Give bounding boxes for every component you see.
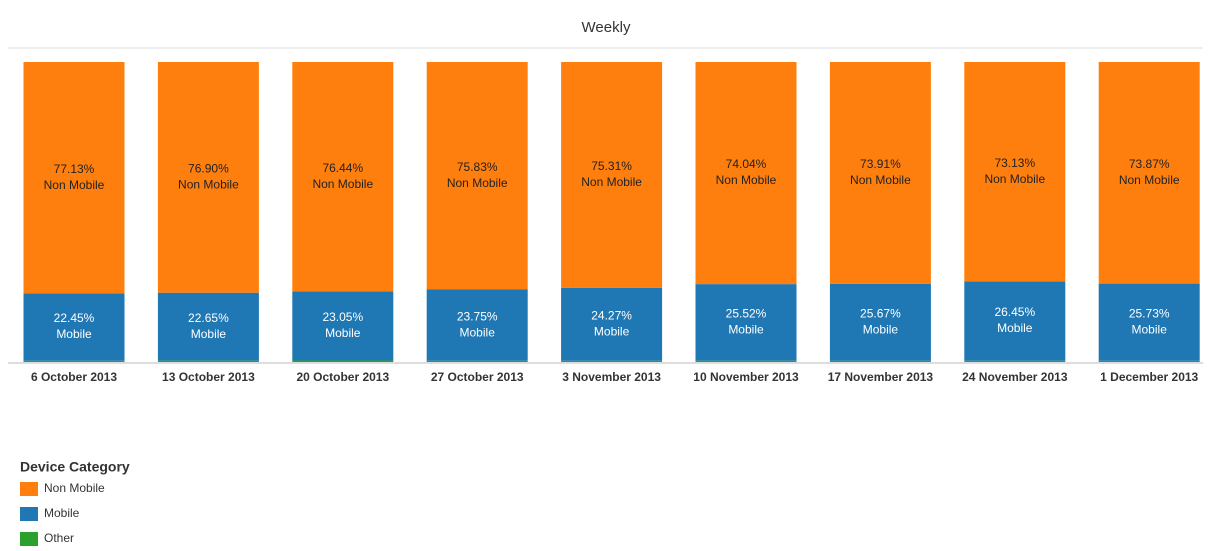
bar-segment: [23, 360, 125, 362]
bar-segment: [157, 62, 259, 293]
x-tick-label: 13 October 2013: [162, 370, 255, 384]
value-label: 77.13%: [54, 162, 95, 176]
segment-name: Non Mobile: [178, 178, 239, 192]
segment-name: Non Mobile: [447, 176, 508, 190]
value-label: 73.91%: [860, 157, 901, 171]
bar-segment: [964, 360, 1066, 362]
bar-segment: [1098, 360, 1200, 362]
bar-segment: [426, 289, 528, 361]
bar-segment: [561, 62, 663, 288]
segment-name: Mobile: [1132, 322, 1168, 336]
legend-title: Device Category: [20, 459, 130, 475]
legend-swatch: [20, 482, 38, 496]
bar-segment: [829, 62, 931, 284]
x-tick-label: 6 October 2013: [31, 370, 117, 384]
value-label: 23.05%: [322, 310, 363, 324]
bar-segment: [157, 292, 259, 361]
bar-segment: [695, 284, 797, 361]
segment-name: Mobile: [460, 325, 496, 339]
value-label: 73.87%: [1129, 157, 1170, 171]
value-label: 76.90%: [188, 162, 229, 176]
x-tick-label: 3 November 2013: [562, 370, 661, 384]
value-label: 73.13%: [994, 156, 1035, 170]
bar-segment: [1098, 283, 1200, 361]
bar-segment: [695, 360, 797, 362]
x-tick-label: 10 November 2013: [693, 370, 799, 384]
segment-name: Mobile: [728, 323, 764, 337]
x-tick-label: 20 October 2013: [296, 370, 389, 384]
x-tick-label: 27 October 2013: [431, 370, 524, 384]
bar-segment: [695, 62, 797, 285]
legend-swatch: [20, 532, 38, 546]
segment-name: Mobile: [594, 325, 630, 339]
x-tick-label: 17 November 2013: [828, 370, 934, 384]
bar-segment: [561, 287, 663, 361]
value-label: 76.44%: [322, 161, 363, 175]
segment-name: Mobile: [325, 326, 361, 340]
bar-segment: [1098, 62, 1200, 284]
bar-segment: [829, 360, 931, 362]
value-label: 25.52%: [726, 307, 767, 321]
legend-swatch: [20, 507, 38, 521]
segment-name: Non Mobile: [581, 175, 642, 189]
value-label: 22.45%: [54, 311, 95, 325]
value-label: 75.83%: [457, 160, 498, 174]
segment-name: Non Mobile: [850, 173, 911, 187]
bar-segment: [561, 360, 663, 362]
chart-title: Weekly: [582, 19, 631, 36]
value-label: 23.75%: [457, 309, 498, 323]
value-label: 25.73%: [1129, 306, 1170, 320]
bar-segment: [964, 281, 1066, 361]
bar-segment: [426, 360, 528, 362]
segment-name: Mobile: [863, 322, 899, 336]
bar-segment: [292, 360, 394, 362]
value-label: 26.45%: [994, 305, 1035, 319]
segment-name: Non Mobile: [44, 178, 105, 192]
value-label: 75.31%: [591, 159, 632, 173]
value-label: 24.27%: [591, 309, 632, 323]
bar-segment: [23, 293, 125, 361]
segment-name: Mobile: [56, 327, 92, 341]
segment-name: Mobile: [191, 327, 227, 341]
segment-name: Non Mobile: [716, 173, 777, 187]
x-tick-label: 24 November 2013: [962, 370, 1068, 384]
segment-name: Non Mobile: [984, 172, 1045, 186]
bar-segment: [157, 360, 259, 362]
bar-segment: [292, 291, 394, 361]
bar-segment: [964, 62, 1066, 282]
legend-label: Other: [44, 531, 74, 545]
segment-name: Non Mobile: [1119, 173, 1180, 187]
x-tick-label: 1 December 2013: [1100, 370, 1198, 384]
value-label: 22.65%: [188, 311, 229, 325]
bar-segment: [426, 62, 528, 290]
segment-name: Non Mobile: [312, 177, 373, 191]
bar-segment: [23, 62, 125, 294]
bar-segment: [829, 283, 931, 361]
segment-name: Mobile: [997, 321, 1033, 335]
legend-label: Mobile: [44, 506, 80, 520]
bar-segment: [292, 62, 394, 292]
legend-label: Non Mobile: [44, 481, 105, 495]
value-label: 25.67%: [860, 306, 901, 320]
value-label: 74.04%: [726, 157, 767, 171]
